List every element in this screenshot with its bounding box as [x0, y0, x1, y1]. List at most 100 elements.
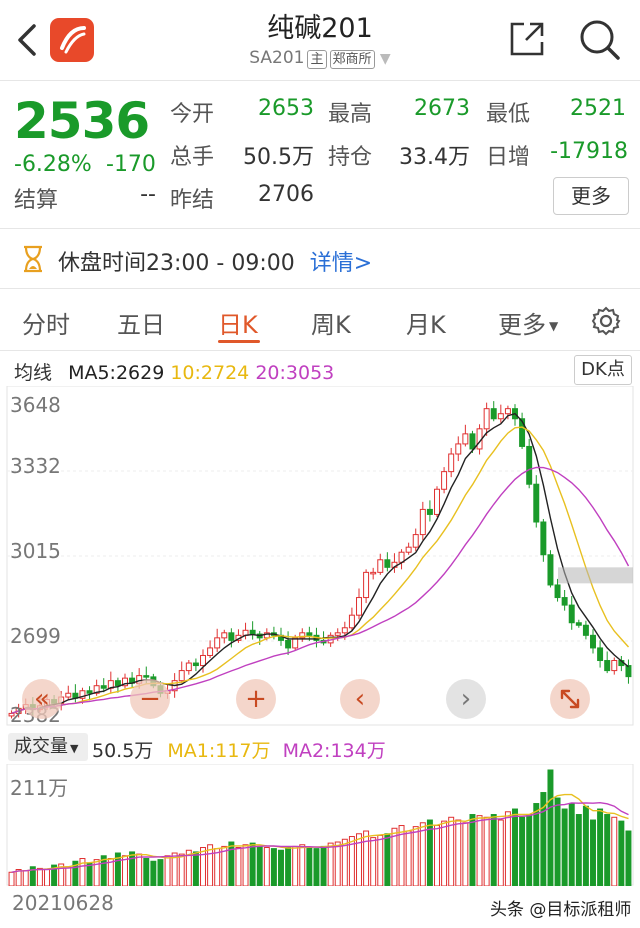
volume-bar: [164, 855, 171, 886]
back-icon[interactable]: [14, 22, 40, 58]
candle: [348, 614, 355, 629]
volume-bar: [377, 834, 384, 886]
change-pct: -6.28%: [14, 152, 92, 177]
volume-bar: [334, 841, 341, 886]
volume-bar: [341, 838, 348, 886]
open-interest-value: 33.4万: [399, 145, 470, 170]
volume-bar: [469, 814, 476, 886]
volume-bar: [79, 858, 86, 886]
candle: [334, 632, 341, 636]
details-link[interactable]: 详情>: [309, 251, 373, 276]
ma-legend: 均线 MA5:2629 10:2724 20:3053: [14, 358, 334, 385]
candle: [504, 408, 511, 415]
volume-bar: [405, 830, 412, 886]
candle: [448, 453, 455, 473]
tab-more[interactable]: 更多 ▼: [498, 305, 558, 340]
candle: [299, 632, 306, 639]
volume-bar: [157, 859, 164, 886]
app-logo-icon: [50, 18, 94, 62]
volume-label: 总手: [170, 145, 215, 170]
settings-gear-icon[interactable]: [590, 305, 622, 337]
candle: [178, 670, 185, 682]
watermark: 头条 @目标派租师: [490, 900, 632, 920]
tab-five-day[interactable]: 五日: [117, 311, 165, 339]
candle: [405, 546, 412, 553]
pan-left-button[interactable]: ‹: [340, 679, 380, 719]
volume-bar: [171, 852, 178, 886]
volume-bar: [72, 860, 79, 886]
active-tab-indicator: [218, 340, 260, 343]
volume-indicator-selector[interactable]: 成交量 ▼: [8, 733, 88, 761]
volume-bar: [618, 820, 625, 886]
volume-bar: [590, 819, 596, 886]
pan-right-button[interactable]: ›: [446, 679, 486, 719]
volume-bar: [363, 830, 370, 886]
volume-bar: [136, 853, 143, 886]
candle: [100, 685, 107, 689]
daily-increase-label: 日增: [486, 145, 531, 170]
page-title: 纯碱201: [267, 13, 373, 44]
candle: [497, 413, 504, 420]
volume-bar: [561, 808, 568, 886]
candle: [143, 675, 150, 678]
vol-ma2-value: MA2:134万: [282, 740, 386, 762]
tab-daily-k[interactable]: 日K: [218, 311, 258, 339]
candle: [377, 559, 384, 573]
tab-monthly-k[interactable]: 月K: [406, 311, 446, 339]
candle: [462, 433, 469, 445]
candle: [561, 597, 568, 606]
candle: [568, 604, 575, 624]
candle: [604, 660, 611, 672]
volume-bar: [150, 860, 157, 886]
search-icon[interactable]: [578, 18, 622, 62]
prev-settle-label: 昨结: [170, 188, 215, 213]
header-divider: [0, 80, 640, 81]
low-value: 2521: [570, 96, 626, 121]
zoom-out-button[interactable]: −: [130, 679, 170, 719]
volume-bar: [476, 815, 483, 886]
candle: [285, 639, 292, 649]
candle: [200, 654, 206, 667]
candle: [455, 443, 462, 455]
volume-bar: [185, 849, 192, 886]
dk-point-button[interactable]: DK点: [574, 355, 632, 385]
trading-break-text: 休盘时间23:00 - 09:00: [58, 251, 295, 276]
candle: [363, 571, 370, 599]
volume-bar: [8, 871, 15, 886]
fullscreen-icon[interactable]: [550, 679, 590, 719]
ma10-line: [11, 426, 630, 715]
volume-bar: [192, 851, 199, 886]
volume-bar: [370, 837, 377, 886]
volume-bar: [270, 848, 277, 886]
volume-bar: [412, 826, 419, 886]
candlestick-chart[interactable]: [0, 386, 640, 726]
more-quote-button[interactable]: 更多: [553, 177, 629, 215]
volume-chart[interactable]: [0, 764, 640, 886]
tab-weekly-k[interactable]: 周K: [311, 311, 351, 339]
contract-subtitle[interactable]: SA201 主郑商所 ▼: [0, 48, 640, 69]
share-icon[interactable]: [508, 20, 546, 58]
volume-bar: [398, 825, 405, 886]
candle: [86, 690, 93, 694]
candle: [540, 521, 547, 556]
volume-bar: [256, 845, 263, 886]
caret-down-icon: ▼: [70, 742, 79, 755]
volume-bar: [327, 842, 334, 886]
volume-bar: [65, 866, 72, 886]
volume-bar: [462, 822, 469, 886]
volume-bar: [129, 851, 136, 886]
volume-bar: [285, 847, 292, 886]
tab-intraday[interactable]: 分时: [22, 311, 70, 339]
pan-left-far-icon[interactable]: «: [22, 679, 62, 719]
candle: [490, 408, 497, 420]
zoom-in-button[interactable]: +: [236, 679, 276, 719]
tabs-divider: [0, 350, 640, 351]
ma5-value: MA5:2629: [68, 362, 165, 384]
volume-bar: [86, 862, 93, 886]
ma5-line: [11, 412, 629, 715]
candle: [547, 554, 554, 586]
main-contract-tag: 主: [307, 50, 327, 69]
candle: [519, 418, 526, 447]
volume-bar: [526, 814, 533, 886]
volume-bar: [582, 805, 589, 886]
